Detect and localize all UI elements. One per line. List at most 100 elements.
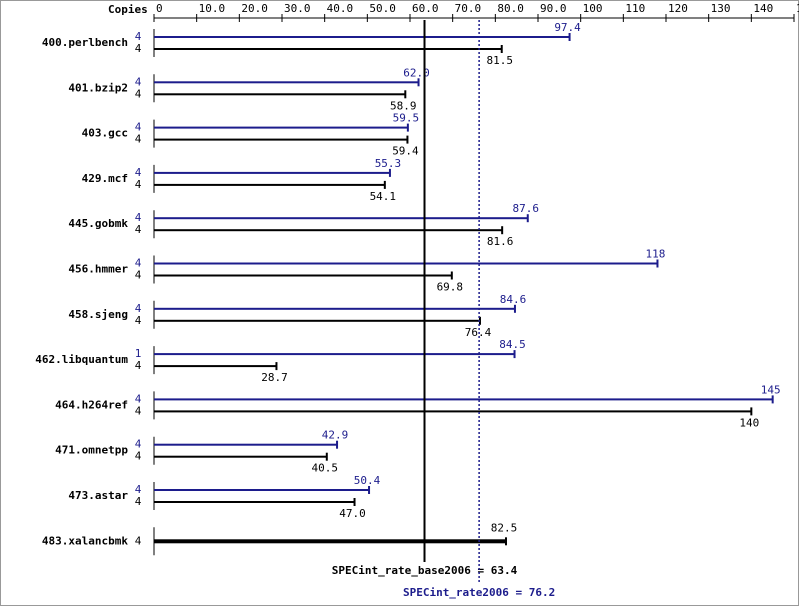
- value-label: 28.7: [261, 371, 288, 384]
- x-tick-label: 140: [753, 2, 773, 15]
- value-label: 76.4: [465, 326, 492, 339]
- value-label: 50.4: [354, 474, 381, 487]
- x-tick-label: 60.0: [412, 2, 439, 15]
- x-tick-label: 110: [625, 2, 645, 15]
- copies-label: 4: [135, 269, 142, 282]
- copies-label: 4: [135, 223, 142, 236]
- value-label: 87.6: [513, 202, 540, 215]
- copies-label: 4: [135, 495, 142, 508]
- value-label: 84.6: [500, 293, 527, 306]
- copies-label: 4: [135, 450, 142, 463]
- category-label: 400.perlbench: [42, 36, 128, 49]
- bar: [154, 81, 419, 84]
- bar: [154, 171, 390, 174]
- x-tick-label: 130: [711, 2, 731, 15]
- copies-label: 4: [135, 534, 142, 547]
- value-label: 42.9: [322, 429, 349, 442]
- x-tick-label: 70.0: [455, 2, 482, 15]
- bar: [154, 183, 385, 186]
- category-label: 458.sjeng: [68, 308, 128, 321]
- value-label: 145: [761, 383, 781, 396]
- category-label: 462.libquantum: [35, 353, 128, 366]
- bar: [154, 443, 338, 446]
- value-label: 40.5: [312, 462, 339, 475]
- x-tick-label: 120: [668, 2, 688, 15]
- x-tick-label: 10.0: [199, 2, 226, 15]
- bar: [154, 455, 327, 458]
- copies-label: 4: [135, 121, 142, 134]
- value-label: 81.5: [486, 54, 513, 67]
- x-tick-label: 80.0: [497, 2, 524, 15]
- bar: [154, 36, 570, 38]
- bar: [154, 319, 480, 322]
- category-label: 464.h264ref: [55, 398, 128, 411]
- value-label: 81.6: [487, 235, 514, 248]
- bar: [154, 307, 515, 310]
- x-tick-label: 40.0: [327, 2, 354, 15]
- bar: [154, 262, 658, 265]
- value-label: 62.0: [403, 66, 430, 79]
- copies-label: 4: [135, 392, 142, 405]
- value-label: 69.8: [437, 281, 464, 294]
- bar: [154, 410, 752, 413]
- bar: [154, 274, 452, 277]
- copies-label: 4: [135, 87, 142, 100]
- bar: [154, 489, 370, 491]
- value-label: 47.0: [339, 507, 366, 520]
- copies-header: Copies: [108, 3, 148, 16]
- copies-label: 4: [135, 404, 142, 417]
- bar: [154, 126, 408, 129]
- x-tick-label: 0: [156, 2, 163, 15]
- category-label: 471.omnetpp: [55, 444, 128, 457]
- copies-label: 4: [135, 438, 142, 451]
- copies-label: 4: [135, 302, 142, 315]
- copies-label: 4: [135, 75, 142, 88]
- copies-label: 4: [135, 30, 142, 43]
- copies-label: 4: [135, 133, 142, 146]
- category-label: 456.hmmer: [68, 263, 128, 276]
- copies-label: 1: [135, 347, 142, 360]
- category-label: 483.xalancbmk: [42, 534, 128, 547]
- bar: [154, 539, 506, 544]
- bar: [154, 138, 408, 141]
- value-label: 58.9: [390, 99, 417, 112]
- bar: [154, 217, 528, 220]
- value-label: 59.4: [392, 145, 419, 158]
- value-label: 140: [739, 416, 759, 429]
- bar: [154, 365, 277, 368]
- bar: [154, 398, 773, 401]
- value-label: 97.4: [554, 21, 581, 34]
- copies-label: 4: [135, 178, 142, 191]
- copies-label: 4: [135, 483, 142, 496]
- x-tick-label: 150: [796, 2, 799, 15]
- x-tick-label: 100: [583, 2, 603, 15]
- value-label: 118: [646, 248, 666, 261]
- reference-label: SPECint_rate_base2006 = 63.4: [332, 564, 518, 577]
- bar: [154, 353, 515, 356]
- bar: [154, 501, 355, 503]
- category-label: 473.astar: [68, 489, 128, 502]
- copies-label: 4: [135, 42, 142, 55]
- value-label: 59.5: [393, 112, 420, 125]
- x-tick-label: 30.0: [284, 2, 311, 15]
- value-label: 82.5: [491, 521, 518, 534]
- copies-label: 4: [135, 166, 142, 179]
- reference-label: SPECint_rate2006 = 76.2: [403, 586, 555, 599]
- value-label: 55.3: [375, 157, 402, 170]
- x-tick-label: 90.0: [540, 2, 567, 15]
- copies-label: 4: [135, 211, 142, 224]
- bar: [154, 48, 502, 50]
- category-label: 401.bzip2: [68, 81, 128, 94]
- category-label: 445.gobmk: [68, 217, 128, 230]
- copies-label: 4: [135, 314, 142, 327]
- category-label: 403.gcc: [82, 127, 128, 140]
- value-label: 54.1: [370, 190, 397, 203]
- x-tick-label: 50.0: [369, 2, 396, 15]
- bar: [154, 93, 406, 96]
- value-label: 84.5: [499, 338, 526, 351]
- category-label: 429.mcf: [82, 172, 128, 185]
- bar: [154, 229, 503, 232]
- copies-label: 4: [135, 359, 142, 372]
- x-tick-label: 20.0: [241, 2, 267, 15]
